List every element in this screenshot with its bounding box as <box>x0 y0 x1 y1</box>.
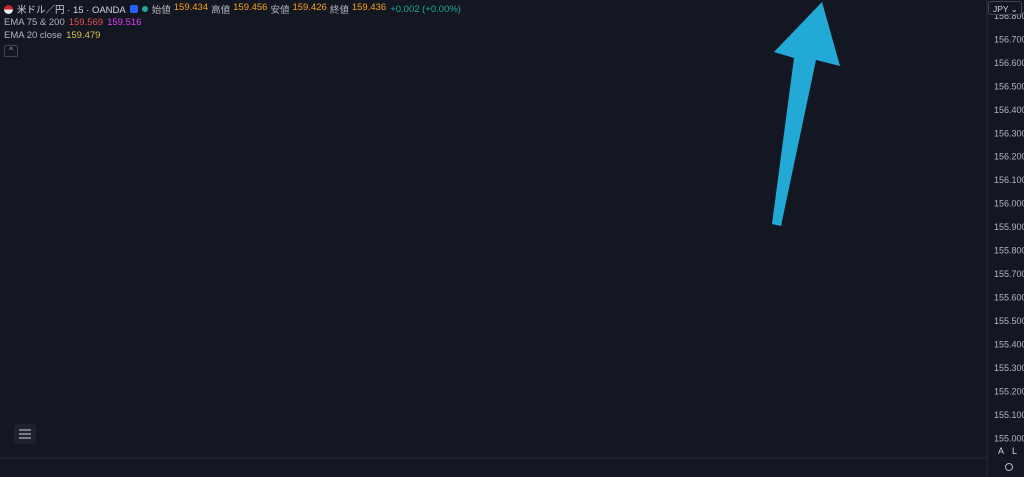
market-status <box>141 6 148 12</box>
legend-collapse[interactable]: ^ <box>4 45 18 57</box>
indicator-name: EMA 20 close <box>4 30 63 41</box>
y-tick-label: 155.500 <box>994 316 1024 326</box>
ohlc-value: 159.426 <box>292 2 327 13</box>
ohlc: 始値 159.434 高値 159.456 安値 159.426 終値 159.436 <box>152 2 386 16</box>
control-label: A <box>998 446 1005 456</box>
ohlc-value: 159.436 <box>351 2 387 13</box>
drawing-toolbar-icon[interactable] <box>14 424 36 444</box>
legend-row-ema-75-200: EMA 75 & 200 159.569 159.516 <box>4 17 141 28</box>
axes: 155.000 155.100 155.200 155.300 155.400 155.5… <box>994 11 1024 444</box>
ohlc-label: 安値 <box>270 5 290 16</box>
indicator-value: 159.516 <box>107 17 142 28</box>
indicator-name: EMA 75 & 200 <box>4 17 65 28</box>
symbol-flag <box>4 4 13 14</box>
auto-button[interactable]: A <box>998 446 1004 456</box>
indicator-value: 159.479 <box>66 30 101 41</box>
ohlc-value: 159.434 <box>173 2 209 13</box>
symbol: 米ドル／円 · 15 · OANDA <box>17 5 126 16</box>
change: +0.002 (+0.00%) <box>390 3 461 15</box>
y-tick-label: 155.700 <box>994 269 1024 279</box>
y-tick-label: 156.200 <box>994 152 1024 162</box>
y-tick-label: 155.600 <box>994 293 1024 303</box>
y-tick-label: 155.900 <box>994 222 1024 232</box>
y-tick-label: 156.000 <box>994 199 1024 209</box>
y-tick-label: 156.800 <box>994 11 1024 21</box>
y-tick-label: 156.600 <box>994 58 1024 68</box>
y-tick-label: 155.400 <box>994 340 1024 350</box>
legend-row-symbol: 米ドル／円 · 15 · OANDA 始値 159.434 高値 159.456 安値 1… <box>4 2 461 16</box>
symbol-badge <box>129 5 138 13</box>
y-tick-label: 155.000 <box>994 434 1024 444</box>
y-tick-label: 156.300 <box>994 128 1024 138</box>
y-tick-label: 156.500 <box>994 81 1024 91</box>
log-button[interactable]: L <box>1012 446 1017 456</box>
ohlc-label: 始値 <box>151 5 171 16</box>
y-tick-label: 156.100 <box>994 175 1024 185</box>
up-arrow <box>772 2 840 226</box>
settings-icon[interactable] <box>1005 463 1013 471</box>
y-tick-label: 156.400 <box>994 105 1024 115</box>
y-tick-label: 155.800 <box>994 246 1024 256</box>
indicator-value: 159.569 <box>68 17 104 28</box>
currency-button[interactable]: JPY ⌄ <box>988 1 1022 15</box>
legend-row-ema-20: EMA 20 close 159.479 <box>4 30 100 41</box>
ohlc-label: 終値 <box>329 5 349 16</box>
currency: JPY <box>993 4 1009 14</box>
ohlc-label: 高値 <box>211 5 231 16</box>
ohlc-value: 159.456 <box>233 2 268 13</box>
y-tick-label: 155.300 <box>994 363 1024 373</box>
y-tick-label: 155.100 <box>994 410 1024 420</box>
y-tick-label: 156.700 <box>994 34 1024 44</box>
control-label: L <box>1012 446 1018 456</box>
y-tick-label: 155.200 <box>994 387 1024 397</box>
